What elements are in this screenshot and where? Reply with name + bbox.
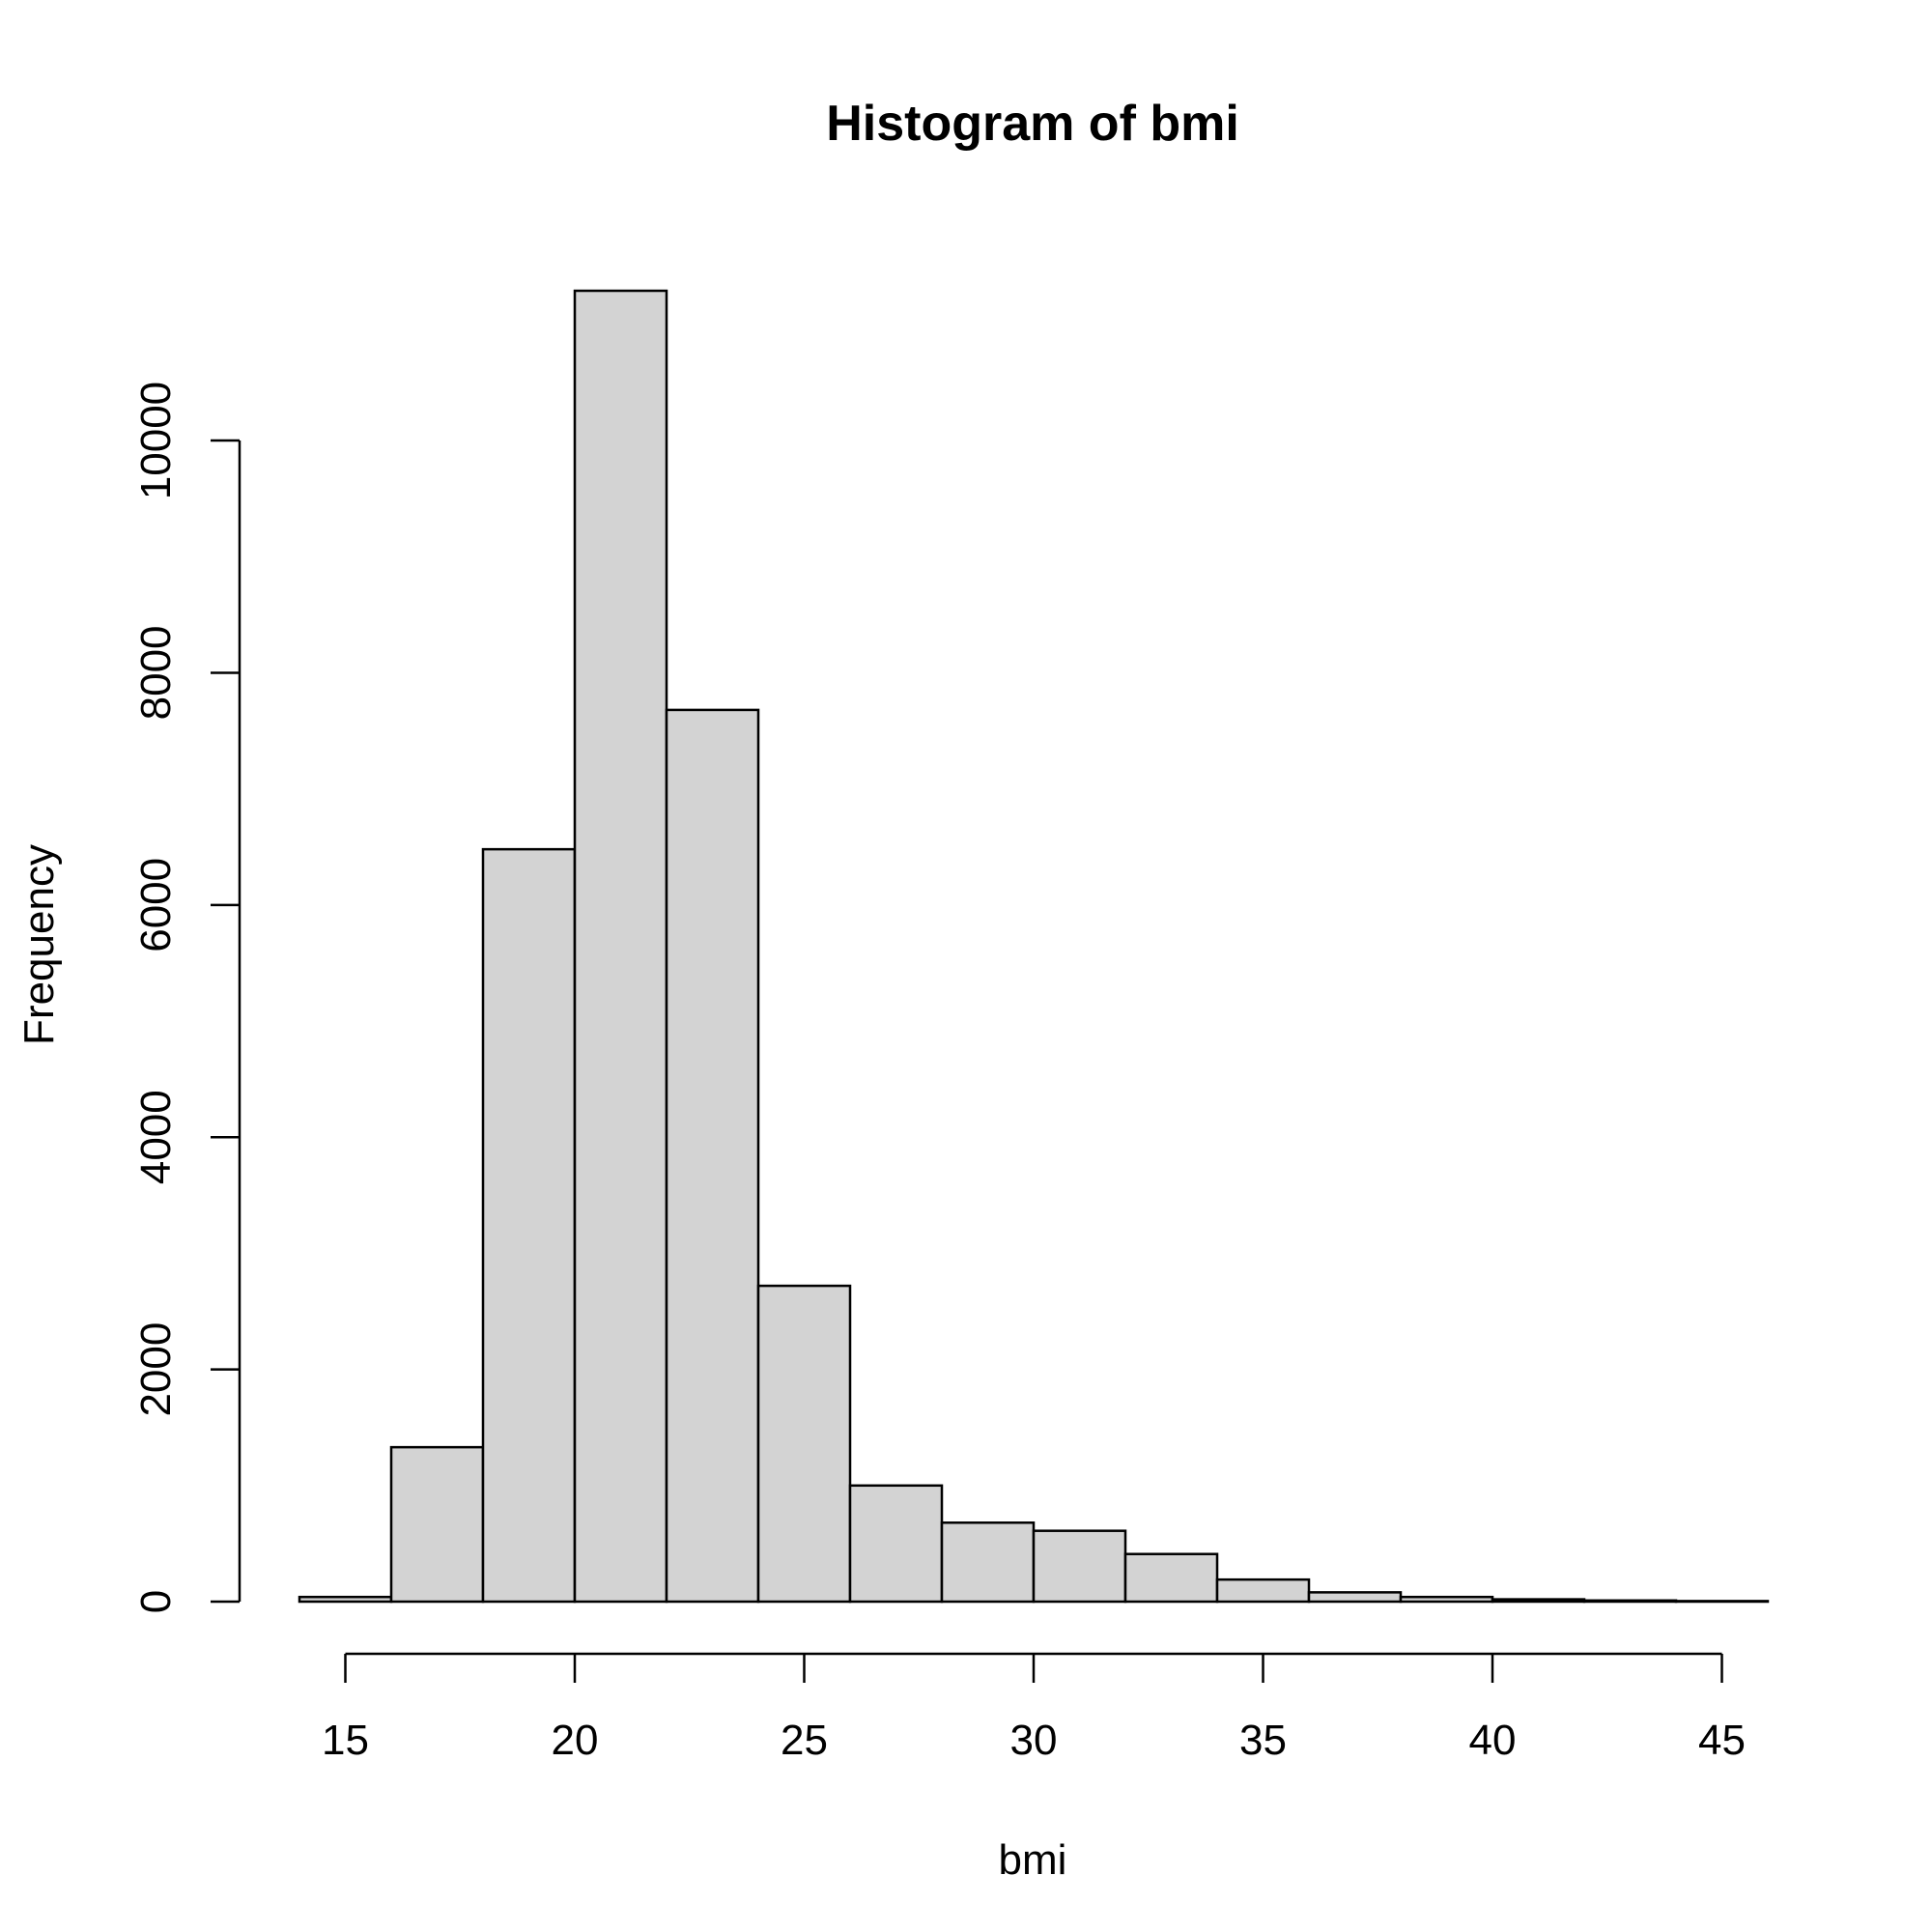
y-axis-label: Frequency (15, 844, 63, 1045)
y-tick-label: 6000 (132, 858, 180, 952)
y-tick-label: 0 (132, 1590, 180, 1613)
histogram-bar (940, 1521, 1036, 1604)
y-tick-label: 2000 (132, 1322, 180, 1417)
x-tick-label: 35 (1239, 1717, 1287, 1764)
x-axis-label: bmi (999, 1836, 1067, 1884)
x-tick-label: 45 (1698, 1717, 1746, 1764)
bars-group (298, 289, 1770, 1604)
histogram-bar (665, 708, 760, 1604)
y-axis: 0 2000 4000 6000 8000 10000 (132, 382, 242, 1613)
x-tick-label: 15 (322, 1717, 369, 1764)
histogram-bar (389, 1445, 485, 1604)
histogram-bar (573, 289, 668, 1604)
x-tick-label: 40 (1469, 1717, 1517, 1764)
histogram-bar (1215, 1577, 1311, 1604)
histogram-bar (298, 1595, 393, 1604)
chart-title: Histogram of bmi (826, 96, 1239, 152)
histogram-bar (1307, 1591, 1403, 1604)
x-tick-label: 30 (1010, 1717, 1058, 1764)
histogram-bar (1123, 1552, 1219, 1604)
x-axis: 15 20 25 30 35 40 45 (322, 1652, 1746, 1764)
y-tick-label: 4000 (132, 1090, 180, 1184)
histogram-bar (1032, 1529, 1127, 1604)
y-tick-label: 10000 (132, 382, 180, 499)
x-tick-label: 25 (781, 1717, 828, 1764)
y-tick-label: 8000 (132, 625, 180, 720)
x-tick-label: 20 (552, 1717, 599, 1764)
histogram-bar (1582, 1599, 1678, 1604)
histogram-bar (481, 847, 577, 1604)
histogram-bar (1674, 1600, 1770, 1604)
histogram-bar (1399, 1595, 1494, 1604)
histogram-bar (848, 1484, 944, 1604)
histogram-bar (756, 1284, 852, 1604)
histogram-bar (1491, 1598, 1586, 1604)
